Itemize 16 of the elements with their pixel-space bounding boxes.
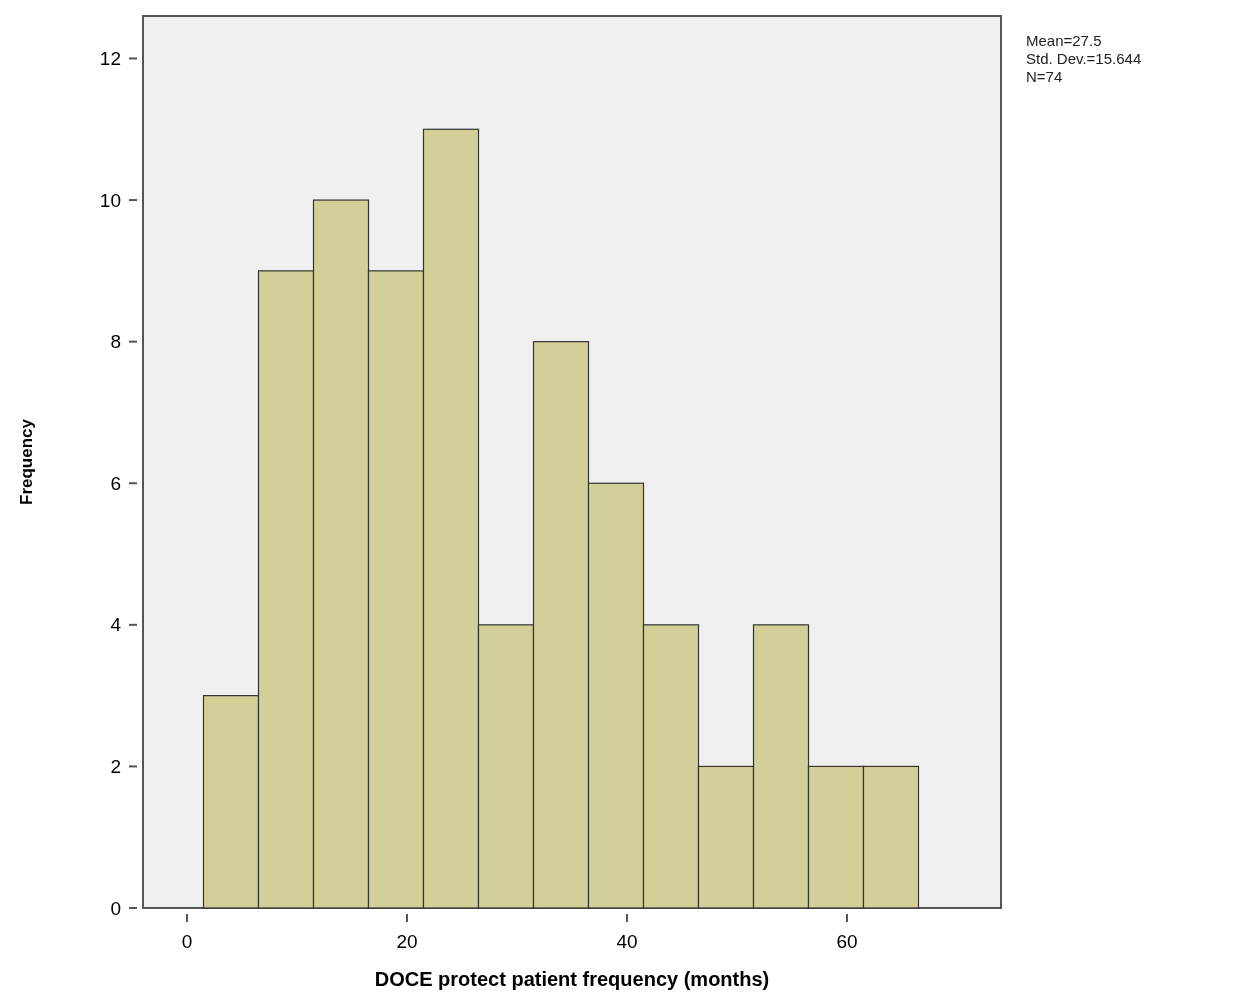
x-tick-label: 0 xyxy=(181,931,193,952)
text: Std. Dev.=15.644 xyxy=(1026,50,1142,67)
y-tick-label: 4 xyxy=(110,614,122,636)
x-tick-label: 60 xyxy=(836,931,858,952)
y-tick-label: 0 xyxy=(110,897,121,919)
y-tick-label: 2 xyxy=(110,756,121,778)
y-tick-label: 6 xyxy=(110,472,121,494)
x-tick-label: 40 xyxy=(616,931,638,952)
y-tick-label: 10 xyxy=(99,189,121,211)
y-tick-label: 12 xyxy=(99,48,121,70)
x-tick-label: 20 xyxy=(396,931,418,952)
text: N=74 xyxy=(1026,68,1063,85)
y-axis-title: Frequency xyxy=(17,418,36,505)
y-tick-label: 8 xyxy=(110,331,121,353)
text: Mean=27.5 xyxy=(1026,32,1102,49)
x-axis-title: DOCE protect patient frequency (months) xyxy=(374,968,770,990)
